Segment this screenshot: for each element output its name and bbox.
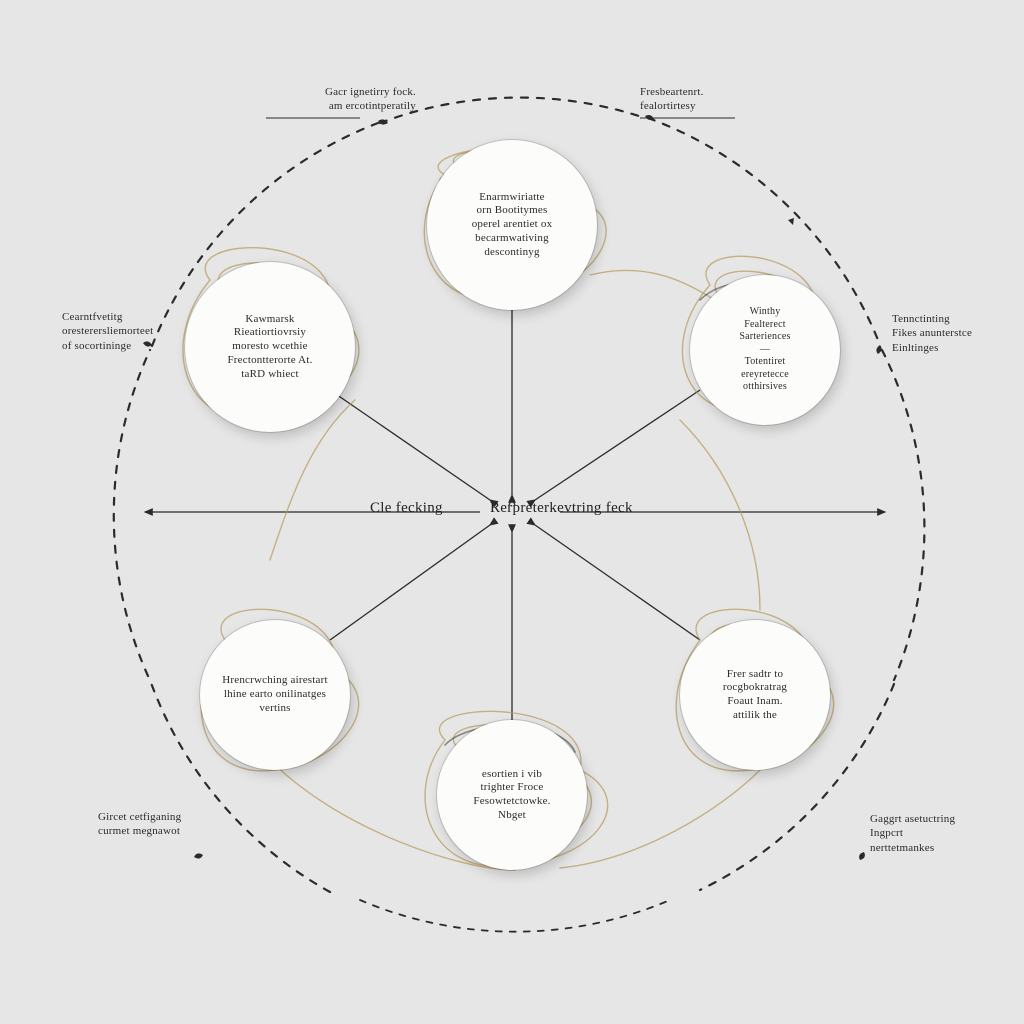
outer-label-top-right: Fresbeartenrt.fealortirtesy bbox=[640, 85, 790, 114]
node-upper-right: WinthyFealterectSarteriences—Totentirete… bbox=[690, 275, 840, 425]
node-upper-left: KawmarskRieatiortiovrsiymoresto wcethieF… bbox=[185, 262, 355, 432]
outer-label-left: Cearntfvetitgoresterersliemorteetof soco… bbox=[62, 310, 192, 353]
center-label-right: Rerpreterkevtring feck bbox=[490, 500, 633, 517]
center-label-left: Cle fecking bbox=[370, 500, 443, 517]
node-upper-right-text: WinthyFealterectSarteriences—Totentirete… bbox=[739, 306, 790, 394]
node-bottom: esortien i vibtrighter FroceFesowtetctow… bbox=[437, 720, 587, 870]
node-lower-left: Hrencrwching airestartlhine earto onilin… bbox=[200, 620, 350, 770]
node-lower-right-text: Frer sadtr torocgbokratragFoaut Inam.att… bbox=[723, 668, 787, 723]
diagram-canvas: Cle fecking Rerpreterkevtring feck Enarm… bbox=[0, 0, 1024, 1024]
node-top: Enarmwiriatteorn Bootitymesoperel arenti… bbox=[427, 140, 597, 310]
outer-label-right: TennctintingFikes anunterstceEinltinges bbox=[892, 312, 1012, 355]
node-lower-right: Frer sadtr torocgbokratragFoaut Inam.att… bbox=[680, 620, 830, 770]
node-bottom-text: esortien i vibtrighter FroceFesowtetctow… bbox=[473, 768, 550, 823]
node-lower-left-text: Hrencrwching airestartlhine earto onilin… bbox=[222, 674, 328, 715]
node-top-text: Enarmwiriatteorn Bootitymesoperel arenti… bbox=[472, 191, 553, 260]
outer-label-bottom-right: Gaggrt asetuctringIngpcrtnerttetmankes bbox=[870, 812, 1000, 855]
outer-label-top-left: Gacr ignetirry fock.am ercotintperatily bbox=[266, 85, 416, 114]
node-upper-left-text: KawmarskRieatiortiovrsiymoresto wcethieF… bbox=[227, 313, 312, 382]
outer-label-bottom-left: Gircet cetfiganingcurmet megnawot bbox=[98, 810, 228, 839]
